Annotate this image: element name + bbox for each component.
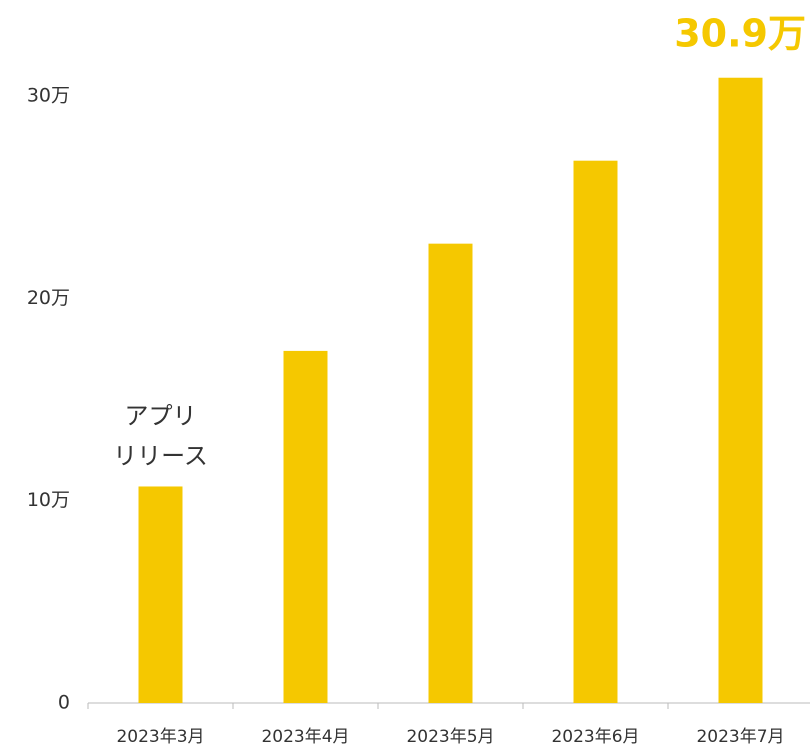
value-label: 30.9万 <box>674 12 806 56</box>
annotation: アプリ <box>125 402 197 430</box>
bar <box>428 243 473 704</box>
bar <box>138 486 183 703</box>
x-tick-label: 2023年6月 <box>551 727 639 747</box>
bar <box>283 350 328 703</box>
x-tick-label: 2023年5月 <box>406 727 494 747</box>
x-tick-label: 2023年3月 <box>116 727 204 747</box>
annotation: リリース <box>113 442 208 470</box>
y-tick-label: 10万 <box>27 489 70 511</box>
bar <box>718 77 763 703</box>
y-tick-label: 20万 <box>27 287 70 309</box>
y-tick-label: 0 <box>58 692 70 714</box>
x-tick-label: 2023年7月 <box>696 727 784 747</box>
x-tick-label: 2023年4月 <box>261 727 349 747</box>
bar <box>573 160 618 704</box>
y-tick-label: 30万 <box>27 84 70 106</box>
